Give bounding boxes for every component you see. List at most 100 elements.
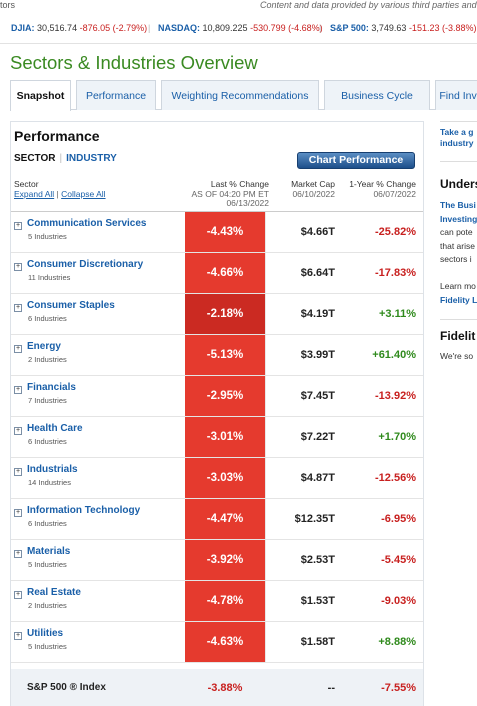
table-row: + Industrials 14 Industries -3.03% $4.87T -12…	[11, 458, 423, 499]
last-change-date: 06/13/2022	[226, 198, 269, 208]
expand-plus-icon[interactable]: +	[14, 427, 22, 435]
business-cycle-link-line2[interactable]: Investing	[440, 213, 477, 224]
link-divider: |	[56, 188, 59, 199]
column-divider	[265, 253, 266, 293]
sector-name-link[interactable]: Consumer Discretionary	[27, 259, 144, 270]
year-change-cell: +8.88%	[378, 636, 416, 648]
last-change-column-header[interactable]: Last % Change AS OF 04:20 PM ET 06/13/20…	[171, 179, 269, 209]
year-change-cell: -5.45%	[381, 554, 416, 566]
year-change-date: 06/07/2022	[373, 188, 416, 199]
sector-name-link[interactable]: Communication Services	[27, 218, 147, 229]
market-cap-cell: $1.58T	[300, 636, 335, 648]
expand-plus-icon[interactable]: +	[14, 345, 22, 353]
tab-weighting-recommendations[interactable]: Weighting Recommendations	[161, 80, 319, 110]
year-change-cell: -17.83%	[375, 267, 416, 279]
industry-count: 6 Industries	[28, 314, 67, 323]
ticker-value: 10,809.225	[202, 23, 248, 33]
last-change-cell: -4.43%	[185, 212, 265, 252]
expand-plus-icon[interactable]: +	[14, 632, 22, 640]
table-row: + Consumer Staples 6 Industries -2.18% $4.19…	[11, 294, 423, 335]
year-change-column-header[interactable]: 1-Year % Change 06/07/2022	[339, 179, 416, 199]
year-change-cell: +3.11%	[378, 308, 416, 320]
tab-snapshot[interactable]: Snapshot	[10, 80, 71, 111]
business-cycle-link-line1[interactable]: The Busi	[440, 200, 476, 210]
expand-plus-icon[interactable]: +	[14, 591, 22, 599]
page-title: Sectors & Industries Overview	[10, 52, 258, 73]
industry-count: 6 Industries	[28, 437, 67, 446]
sidebar-paragraph: The Busi Investing can pote that arise s…	[440, 199, 477, 267]
industry-count: 5 Industries	[28, 642, 67, 651]
table-row: + Financials 7 Industries -2.95% $7.45T -13.9…	[11, 376, 423, 417]
sector-name-link[interactable]: Financials	[27, 382, 76, 393]
data-provider-notice: Content and data provided by various thi…	[260, 0, 477, 10]
column-divider	[265, 581, 266, 621]
ticker-change: -530.799 (-4.68%)	[250, 23, 323, 33]
ticker-djia[interactable]: DJIA: 30,516.74 -876.05 (-2.79%)	[11, 23, 147, 33]
expand-plus-icon[interactable]: +	[14, 222, 22, 230]
expand-plus-icon[interactable]: +	[14, 468, 22, 476]
sector-name-link[interactable]: Health Care	[27, 423, 83, 434]
sector-name-link[interactable]: Real Estate	[27, 587, 81, 598]
market-cap-column-header[interactable]: Market Cap 06/10/2022	[273, 179, 335, 199]
industry-count: 2 Industries	[28, 355, 67, 364]
learn-more-text: Learn mo	[440, 281, 476, 291]
sector-header-label: Sector	[14, 179, 39, 189]
view-divider: |	[59, 153, 63, 164]
last-change-cell: -3.01%	[185, 417, 265, 457]
column-divider	[265, 294, 266, 334]
ticker-name: S&P 500:	[330, 23, 369, 33]
year-change-cell: +61.40%	[372, 349, 416, 361]
column-divider	[265, 376, 266, 416]
last-change-cell: -2.18%	[185, 294, 265, 334]
sector-view-link[interactable]: SECTOR	[14, 153, 56, 164]
last-change-cell: -4.78%	[185, 581, 265, 621]
market-cap-cell: $3.99T	[300, 349, 335, 361]
ticker-nasdaq[interactable]: NASDAQ: 10,809.225 -530.799 (-4.68%)	[158, 23, 323, 33]
year-change-cell: -9.03%	[381, 595, 416, 607]
sector-name-link[interactable]: Materials	[27, 546, 71, 557]
tab-business-cycle[interactable]: Business Cycle	[324, 80, 430, 110]
ticker-change: -151.23 (-3.88%)	[408, 23, 477, 33]
table-row: + Materials 5 Industries -3.92% $2.53T -5.45%	[11, 540, 423, 581]
sidebar-text-line: We're so	[440, 351, 474, 361]
ticker-divider: |	[319, 23, 322, 33]
table-row: + Health Care 6 Industries -3.01% $7.22T +1.7…	[11, 417, 423, 458]
year-change-cell: -13.92%	[375, 390, 416, 402]
sector-name-link[interactable]: Utilities	[27, 628, 64, 639]
sidebar-text-line: sectors i	[440, 254, 472, 264]
last-change-cell: -4.63%	[185, 622, 265, 662]
chart-performance-button[interactable]: Chart Performance	[297, 152, 415, 169]
industry-view-link[interactable]: INDUSTRY	[66, 153, 117, 164]
panel-title: Performance	[14, 128, 100, 144]
collapse-all-link[interactable]: Collapse All	[61, 188, 106, 199]
expand-all-link[interactable]: Expand All	[14, 188, 55, 199]
expand-plus-icon[interactable]: +	[14, 386, 22, 394]
last-change-cell: -3.03%	[185, 458, 265, 498]
market-ticker: DJIA: 30,516.74 -876.05 (-2.79%) | NASDA…	[0, 23, 477, 37]
column-divider	[265, 622, 266, 662]
tab-find-investments[interactable]: Find Inve	[435, 80, 477, 110]
top-bar: tors Content and data provided by variou…	[0, 0, 477, 11]
sector-name-link[interactable]: Information Technology	[27, 505, 141, 516]
sidebar-tour-link[interactable]: Take a g industry	[440, 127, 474, 149]
year-change-header-label: 1-Year % Change	[349, 179, 416, 189]
sector-name-link[interactable]: Energy	[27, 341, 61, 352]
tab-performance[interactable]: Performance	[76, 80, 156, 110]
industry-count: 14 Industries	[28, 478, 71, 487]
market-cap-header-label: Market Cap	[291, 179, 335, 189]
table-row: + Real Estate 2 Industries -4.78% $1.53T -9.0…	[11, 581, 423, 622]
year-change-cell: -12.56%	[375, 472, 416, 484]
expand-plus-icon[interactable]: +	[14, 263, 22, 271]
market-cap-cell: $2.53T	[300, 554, 335, 566]
column-divider	[265, 335, 266, 375]
year-change-cell: -6.95%	[381, 513, 416, 525]
sidebar-divider	[440, 121, 477, 122]
fidelity-learning-link[interactable]: Fidelity L	[440, 294, 477, 305]
ticker-sp500[interactable]: S&P 500: 3,749.63 -151.23 (-3.88%)	[330, 23, 476, 33]
sector-name-link[interactable]: Consumer Staples	[27, 300, 115, 311]
sector-name-link[interactable]: Industrials	[27, 464, 78, 475]
sidebar-divider	[440, 319, 477, 320]
expand-plus-icon[interactable]: +	[14, 550, 22, 558]
expand-plus-icon[interactable]: +	[14, 304, 22, 312]
expand-plus-icon[interactable]: +	[14, 509, 22, 517]
